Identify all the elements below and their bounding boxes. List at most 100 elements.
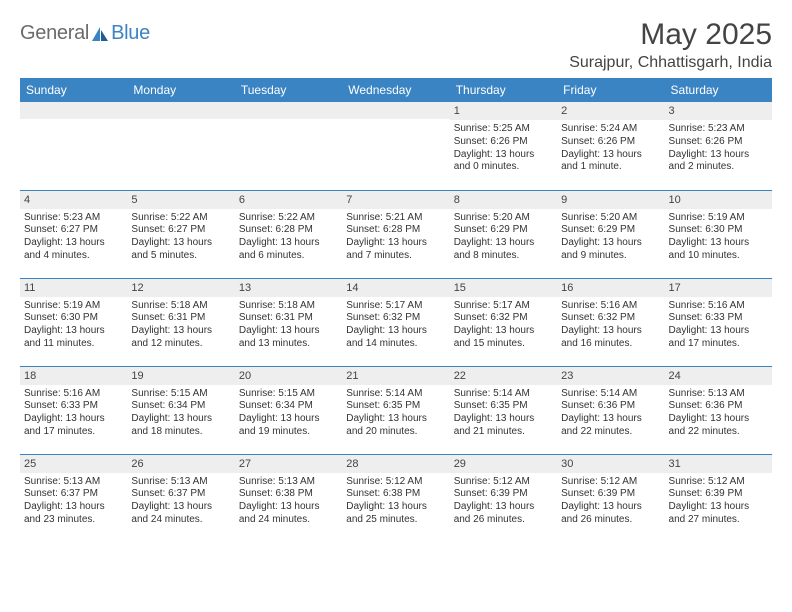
day-details: Sunrise: 5:21 AMSunset: 6:28 PMDaylight:… — [346, 212, 445, 263]
daylight-line2: and 26 minutes. — [454, 514, 553, 527]
sunrise-text: Sunrise: 5:19 AM — [24, 300, 123, 313]
day-details: Sunrise: 5:19 AMSunset: 6:30 PMDaylight:… — [669, 212, 768, 263]
daylight-line2: and 21 minutes. — [454, 426, 553, 439]
daylight-line1: Daylight: 13 hours — [669, 325, 768, 338]
weekday-header: Sunday — [20, 78, 127, 102]
day-number: 22 — [450, 367, 557, 385]
sunrise-text: Sunrise: 5:12 AM — [346, 476, 445, 489]
day-number: 28 — [342, 455, 449, 473]
calendar-day-cell: 23Sunrise: 5:14 AMSunset: 6:36 PMDayligh… — [557, 366, 664, 454]
day-number: 2 — [557, 102, 664, 120]
calendar-week-row: 1Sunrise: 5:25 AMSunset: 6:26 PMDaylight… — [20, 102, 772, 190]
sunrise-text: Sunrise: 5:16 AM — [561, 300, 660, 313]
daylight-line2: and 0 minutes. — [454, 161, 553, 174]
sunset-text: Sunset: 6:34 PM — [131, 400, 230, 413]
day-details: Sunrise: 5:13 AMSunset: 6:38 PMDaylight:… — [239, 476, 338, 527]
day-number: 11 — [20, 279, 127, 297]
calendar-day-cell: 21Sunrise: 5:14 AMSunset: 6:35 PMDayligh… — [342, 366, 449, 454]
sunrise-text: Sunrise: 5:15 AM — [239, 388, 338, 401]
sunset-text: Sunset: 6:32 PM — [454, 312, 553, 325]
calendar-day-cell: 3Sunrise: 5:23 AMSunset: 6:26 PMDaylight… — [665, 102, 772, 190]
daylight-line1: Daylight: 13 hours — [454, 237, 553, 250]
day-number: 5 — [127, 191, 234, 209]
day-details: Sunrise: 5:18 AMSunset: 6:31 PMDaylight:… — [239, 300, 338, 351]
calendar-day-cell: 26Sunrise: 5:13 AMSunset: 6:37 PMDayligh… — [127, 454, 234, 542]
daylight-line2: and 25 minutes. — [346, 514, 445, 527]
calendar-day-cell: 29Sunrise: 5:12 AMSunset: 6:39 PMDayligh… — [450, 454, 557, 542]
sunrise-text: Sunrise: 5:14 AM — [454, 388, 553, 401]
daylight-line2: and 14 minutes. — [346, 338, 445, 351]
day-details: Sunrise: 5:23 AMSunset: 6:27 PMDaylight:… — [24, 212, 123, 263]
daylight-line1: Daylight: 13 hours — [346, 237, 445, 250]
day-details: Sunrise: 5:17 AMSunset: 6:32 PMDaylight:… — [346, 300, 445, 351]
sunrise-text: Sunrise: 5:17 AM — [346, 300, 445, 313]
calendar-table: SundayMondayTuesdayWednesdayThursdayFrid… — [20, 78, 772, 542]
day-number-empty — [20, 102, 127, 119]
daylight-line2: and 4 minutes. — [24, 250, 123, 263]
day-details: Sunrise: 5:13 AMSunset: 6:37 PMDaylight:… — [131, 476, 230, 527]
daylight-line1: Daylight: 13 hours — [454, 149, 553, 162]
sunrise-text: Sunrise: 5:13 AM — [669, 388, 768, 401]
daylight-line1: Daylight: 13 hours — [24, 325, 123, 338]
calendar-day-cell: 8Sunrise: 5:20 AMSunset: 6:29 PMDaylight… — [450, 190, 557, 278]
day-details: Sunrise: 5:14 AMSunset: 6:35 PMDaylight:… — [454, 388, 553, 439]
sunset-text: Sunset: 6:28 PM — [346, 224, 445, 237]
weekday-header: Monday — [127, 78, 234, 102]
day-details: Sunrise: 5:22 AMSunset: 6:28 PMDaylight:… — [239, 212, 338, 263]
sunrise-text: Sunrise: 5:23 AM — [669, 123, 768, 136]
calendar-day-cell: 14 Sunrise: 5:17 AMSunset: 6:32 PMDayligh… — [342, 278, 449, 366]
logo-sail-icon — [91, 26, 109, 42]
day-details: Sunrise: 5:12 AMSunset: 6:39 PMDaylight:… — [561, 476, 660, 527]
day-details: Sunrise: 5:18 AMSunset: 6:31 PMDaylight:… — [131, 300, 230, 351]
daylight-line1: Daylight: 13 hours — [131, 501, 230, 514]
sunset-text: Sunset: 6:32 PM — [346, 312, 445, 325]
weekday-header: Saturday — [665, 78, 772, 102]
day-details: Sunrise: 5:20 AMSunset: 6:29 PMDaylight:… — [561, 212, 660, 263]
sunset-text: Sunset: 6:39 PM — [454, 488, 553, 501]
daylight-line1: Daylight: 13 hours — [346, 413, 445, 426]
calendar-body: 1Sunrise: 5:25 AMSunset: 6:26 PMDaylight… — [20, 102, 772, 542]
day-number-empty — [342, 102, 449, 119]
daylight-line1: Daylight: 13 hours — [561, 149, 660, 162]
daylight-line2: and 17 minutes. — [24, 426, 123, 439]
daylight-line2: and 22 minutes. — [561, 426, 660, 439]
day-number: 7 — [342, 191, 449, 209]
calendar-week-row: 11Sunrise: 5:19 AMSunset: 6:30 PMDayligh… — [20, 278, 772, 366]
calendar-day-cell — [235, 102, 342, 190]
calendar-day-cell — [342, 102, 449, 190]
calendar-day-cell: 10Sunrise: 5:19 AMSunset: 6:30 PMDayligh… — [665, 190, 772, 278]
day-number: 8 — [450, 191, 557, 209]
calendar-day-cell: 28Sunrise: 5:12 AMSunset: 6:38 PMDayligh… — [342, 454, 449, 542]
daylight-line2: and 2 minutes. — [669, 161, 768, 174]
daylight-line1: Daylight: 13 hours — [239, 501, 338, 514]
weekday-header: Thursday — [450, 78, 557, 102]
sunrise-text: Sunrise: 5:18 AM — [131, 300, 230, 313]
logo: General Blue — [20, 18, 150, 45]
logo-text-blue: Blue — [111, 22, 150, 45]
sunrise-text: Sunrise: 5:12 AM — [454, 476, 553, 489]
sunset-text: Sunset: 6:26 PM — [669, 136, 768, 149]
daylight-line1: Daylight: 13 hours — [24, 237, 123, 250]
calendar-day-cell: 25Sunrise: 5:13 AMSunset: 6:37 PMDayligh… — [20, 454, 127, 542]
day-number: 14 — [342, 279, 449, 297]
calendar-day-cell: 16Sunrise: 5:16 AMSunset: 6:32 PMDayligh… — [557, 278, 664, 366]
calendar-day-cell: 4Sunrise: 5:23 AMSunset: 6:27 PMDaylight… — [20, 190, 127, 278]
day-number: 25 — [20, 455, 127, 473]
sunset-text: Sunset: 6:27 PM — [24, 224, 123, 237]
daylight-line2: and 16 minutes. — [561, 338, 660, 351]
daylight-line2: and 23 minutes. — [24, 514, 123, 527]
logo-text-general: General — [20, 22, 89, 45]
daylight-line1: Daylight: 13 hours — [239, 413, 338, 426]
daylight-line2: and 11 minutes. — [24, 338, 123, 351]
daylight-line2: and 6 minutes. — [239, 250, 338, 263]
sunrise-text: Sunrise: 5:22 AM — [239, 212, 338, 225]
daylight-line2: and 1 minute. — [561, 161, 660, 174]
sunset-text: Sunset: 6:38 PM — [239, 488, 338, 501]
calendar-day-cell: 13Sunrise: 5:18 AMSunset: 6:31 PMDayligh… — [235, 278, 342, 366]
sunset-text: Sunset: 6:30 PM — [669, 224, 768, 237]
sunset-text: Sunset: 6:29 PM — [454, 224, 553, 237]
sunrise-text: Sunrise: 5:17 AM — [454, 300, 553, 313]
calendar-day-cell: 5Sunrise: 5:22 AMSunset: 6:27 PMDaylight… — [127, 190, 234, 278]
day-details: Sunrise: 5:14 AMSunset: 6:36 PMDaylight:… — [561, 388, 660, 439]
daylight-line1: Daylight: 13 hours — [24, 501, 123, 514]
